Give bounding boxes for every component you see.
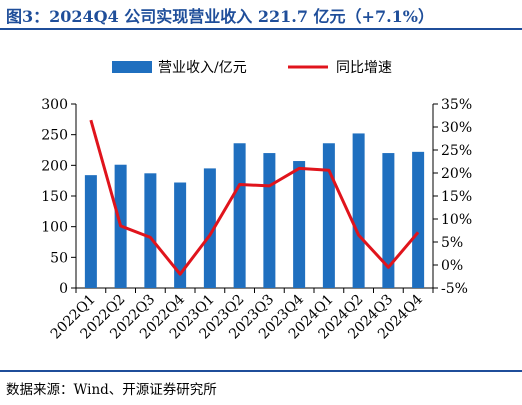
bar-series xyxy=(84,133,425,288)
chart-title: 图3：2024Q4 公司实现营业收入 221.7 亿元（+7.1%） xyxy=(6,7,434,26)
y-right-tick-label: 5% xyxy=(441,235,463,251)
bar xyxy=(352,133,365,288)
y-right-tick-label: 15% xyxy=(441,189,472,205)
y-right-tick-label: 10% xyxy=(441,212,472,228)
y-left-tick-label: 150 xyxy=(41,189,68,205)
y-right-tick-label: 0% xyxy=(441,258,463,274)
bar xyxy=(233,143,246,288)
bar xyxy=(144,173,157,288)
legend-line-label: 同比增速 xyxy=(336,60,392,76)
y-right-tick-label: 30% xyxy=(441,120,472,136)
legend: 营业收入/亿元 同比增速 xyxy=(112,60,392,76)
bar xyxy=(203,168,216,288)
y-left-tick-label: 100 xyxy=(41,220,68,236)
y-left-tick-label: 0 xyxy=(59,281,68,297)
y-left-tick-label: 200 xyxy=(41,158,68,174)
combo-chart: 营业收入/亿元 同比增速 0 50 100 150 200 250 300 -5% 0% 5% 10… xyxy=(41,60,472,342)
y-right-tick-label: 35% xyxy=(441,97,472,113)
legend-bar-label: 营业收入/亿元 xyxy=(158,60,247,76)
y-left-tick-label: 300 xyxy=(41,97,68,113)
growth-line xyxy=(89,119,420,276)
bar xyxy=(382,153,395,288)
x-tick-labels: 2022Q12022Q22022Q32022Q42023Q12023Q22023… xyxy=(48,291,426,342)
axes: 0 50 100 150 200 250 300 -5% 0% 5% 10% 15% 20% 25% 30%… xyxy=(41,97,472,297)
bar xyxy=(263,153,276,288)
bar xyxy=(84,175,97,288)
source-divider xyxy=(0,370,522,372)
y-right-tick-label: 25% xyxy=(441,143,472,159)
y-left-tick-label: 50 xyxy=(50,250,68,266)
bar xyxy=(293,161,306,288)
line-series xyxy=(89,119,420,276)
source-note: 数据来源：Wind、开源证券研究所 xyxy=(6,382,217,398)
y-left-tick-label: 250 xyxy=(41,128,68,144)
legend-bar-swatch xyxy=(112,61,152,73)
bar xyxy=(412,151,425,288)
y-right-tick-label: -5% xyxy=(441,281,468,297)
title-divider xyxy=(0,28,522,30)
bar xyxy=(174,182,187,288)
y-right-tick-label: 20% xyxy=(441,166,472,182)
bar xyxy=(322,143,335,288)
